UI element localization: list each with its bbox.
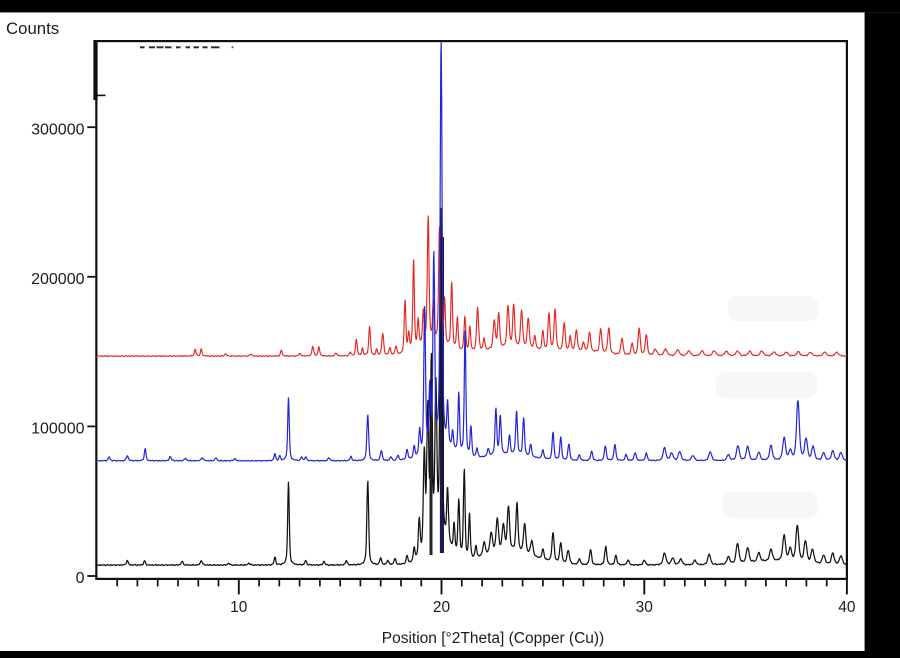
svg-text:0: 0 [76, 570, 85, 587]
svg-text:20: 20 [433, 599, 451, 616]
svg-text:100000: 100000 [31, 421, 84, 438]
svg-text:300000: 300000 [31, 121, 84, 138]
svg-text:Counts: Counts [6, 19, 59, 38]
svg-text:10: 10 [230, 599, 248, 616]
svg-text:30: 30 [636, 599, 654, 616]
svg-text:Position [°2Theta] (Copper (Cu: Position [°2Theta] (Copper (Cu)) [382, 630, 604, 647]
svg-text:200000: 200000 [31, 271, 84, 288]
svg-text:40: 40 [838, 599, 856, 616]
